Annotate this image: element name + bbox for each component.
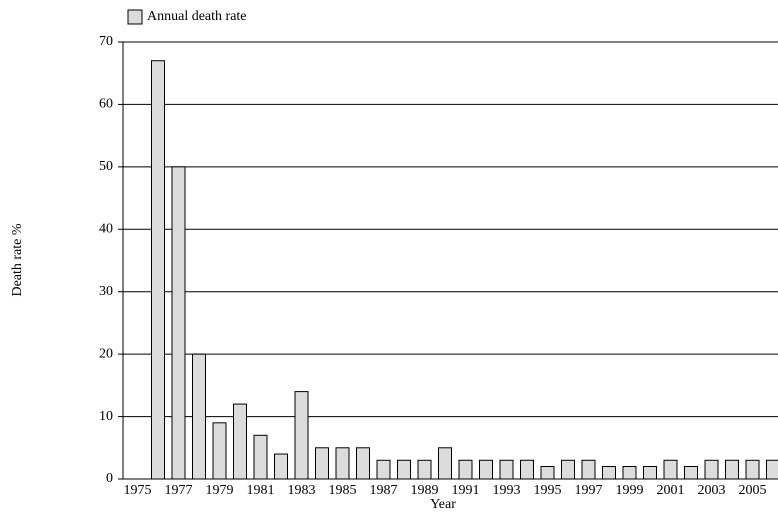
bar (745, 459, 760, 480)
x-tick-label: 1979 (206, 483, 234, 498)
bar (438, 447, 452, 480)
y-tick-label: 60 (99, 97, 113, 112)
x-tick-label: 1993 (493, 483, 521, 498)
x-tick-label: 1997 (575, 483, 603, 498)
x-tick-label: 1989 (411, 483, 439, 498)
x-tick-label: 1995 (534, 483, 562, 498)
bar (540, 466, 555, 480)
x-tick-label: 1985 (329, 483, 357, 498)
bar (376, 459, 391, 480)
x-axis-label: Year (430, 497, 456, 512)
bar (622, 466, 637, 480)
bar (315, 447, 329, 480)
y-tick-label: 50 (99, 159, 113, 174)
bar (274, 453, 288, 480)
bar (766, 459, 778, 480)
bar (499, 459, 514, 480)
bar (602, 466, 616, 480)
bar (192, 353, 206, 480)
bar (233, 403, 247, 480)
legend-swatch (127, 9, 143, 25)
bar (725, 459, 739, 480)
bar (520, 459, 534, 480)
bar (335, 447, 350, 480)
bar (684, 466, 698, 480)
x-tick-label: 1991 (452, 483, 480, 498)
y-tick-label: 40 (99, 222, 113, 237)
bar (417, 459, 432, 480)
bar (704, 459, 719, 480)
bar (171, 166, 186, 480)
bar (581, 459, 596, 480)
y-axis-label: Death rate % (10, 223, 25, 296)
bar (479, 459, 493, 480)
y-tick-label: 20 (99, 346, 113, 361)
y-tick-label: 10 (99, 409, 113, 424)
x-tick-label: 1977 (165, 483, 193, 498)
y-tick-label: 70 (99, 34, 113, 49)
x-tick-label: 1999 (616, 483, 644, 498)
bar (643, 466, 657, 480)
bar (356, 447, 370, 480)
bar (253, 434, 268, 480)
x-tick-label: 1975 (124, 483, 152, 498)
bar (561, 459, 575, 480)
x-tick-label: 2005 (739, 483, 767, 498)
y-tick-label: 30 (99, 284, 113, 299)
x-tick-label: 1983 (288, 483, 316, 498)
x-tick-label: 1981 (247, 483, 275, 498)
bar (397, 459, 411, 480)
x-tick-label: 1987 (370, 483, 398, 498)
bar (151, 60, 165, 480)
x-tick-label: 2003 (698, 483, 726, 498)
bar (212, 422, 227, 480)
bar (663, 459, 678, 480)
x-tick-label: 2001 (657, 483, 685, 498)
bar (458, 459, 473, 480)
bar (294, 391, 309, 480)
y-tick-label: 0 (106, 471, 113, 486)
legend-label: Annual death rate (147, 9, 247, 24)
